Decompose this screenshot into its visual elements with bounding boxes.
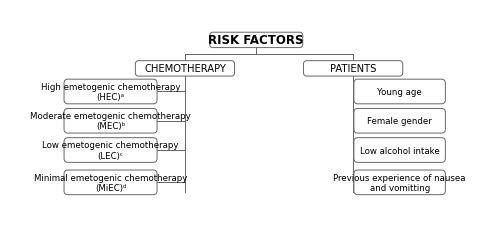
FancyBboxPatch shape (354, 80, 446, 104)
Text: Female gender: Female gender (367, 117, 432, 126)
FancyBboxPatch shape (354, 138, 446, 163)
Text: CHEMOTHERAPY: CHEMOTHERAPY (144, 64, 226, 74)
FancyBboxPatch shape (304, 62, 402, 77)
FancyBboxPatch shape (354, 170, 446, 195)
FancyBboxPatch shape (136, 62, 234, 77)
FancyBboxPatch shape (354, 109, 446, 134)
FancyBboxPatch shape (64, 170, 157, 195)
Text: Low emetogenic chemotherapy
(LEC)ᶜ: Low emetogenic chemotherapy (LEC)ᶜ (42, 141, 179, 160)
Text: RISK FACTORS: RISK FACTORS (208, 34, 304, 47)
FancyBboxPatch shape (64, 80, 157, 104)
FancyBboxPatch shape (64, 109, 157, 134)
FancyBboxPatch shape (64, 138, 157, 163)
Text: PATIENTS: PATIENTS (330, 64, 376, 74)
Text: Low alcohol intake: Low alcohol intake (360, 146, 440, 155)
Text: Minimal emetogenic chemotherapy
(MiEC)ᵈ: Minimal emetogenic chemotherapy (MiEC)ᵈ (34, 173, 187, 192)
Text: Moderate emetogenic chemotherapy
(MEC)ᵇ: Moderate emetogenic chemotherapy (MEC)ᵇ (30, 112, 191, 131)
Text: Previous experience of nausea
and vomitting: Previous experience of nausea and vomitt… (334, 173, 466, 192)
Text: Young age: Young age (378, 88, 422, 96)
FancyBboxPatch shape (210, 33, 303, 48)
Text: High emetogenic chemotherapy
(HEC)ᵃ: High emetogenic chemotherapy (HEC)ᵃ (41, 82, 180, 102)
